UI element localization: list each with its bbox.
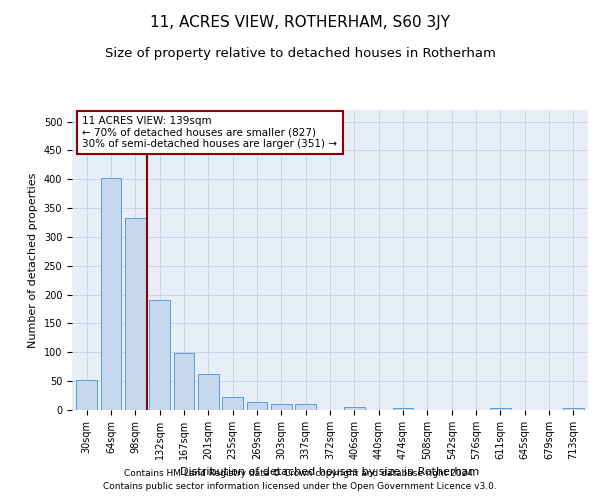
Text: 11 ACRES VIEW: 139sqm
← 70% of detached houses are smaller (827)
30% of semi-det: 11 ACRES VIEW: 139sqm ← 70% of detached … (82, 116, 337, 149)
Bar (247, 402, 268, 410)
Bar (563, 408, 584, 410)
Bar (344, 406, 365, 410)
Bar (125, 218, 146, 410)
Y-axis label: Number of detached properties: Number of detached properties (28, 172, 38, 348)
Bar (295, 404, 316, 410)
Bar (173, 354, 194, 410)
Text: 11, ACRES VIEW, ROTHERHAM, S60 3JY: 11, ACRES VIEW, ROTHERHAM, S60 3JY (150, 15, 450, 30)
Bar (392, 408, 413, 410)
Bar (149, 300, 170, 410)
Bar (76, 380, 97, 410)
Bar (490, 408, 511, 410)
Text: Contains public sector information licensed under the Open Government Licence v3: Contains public sector information licen… (103, 482, 497, 491)
Text: Contains HM Land Registry data © Crown copyright and database right 2024.: Contains HM Land Registry data © Crown c… (124, 468, 476, 477)
Text: Size of property relative to detached houses in Rotherham: Size of property relative to detached ho… (104, 48, 496, 60)
Bar (101, 178, 121, 410)
X-axis label: Distribution of detached houses by size in Rotherham: Distribution of detached houses by size … (181, 468, 479, 477)
Bar (198, 374, 218, 410)
Bar (222, 398, 243, 410)
Bar (271, 404, 292, 410)
